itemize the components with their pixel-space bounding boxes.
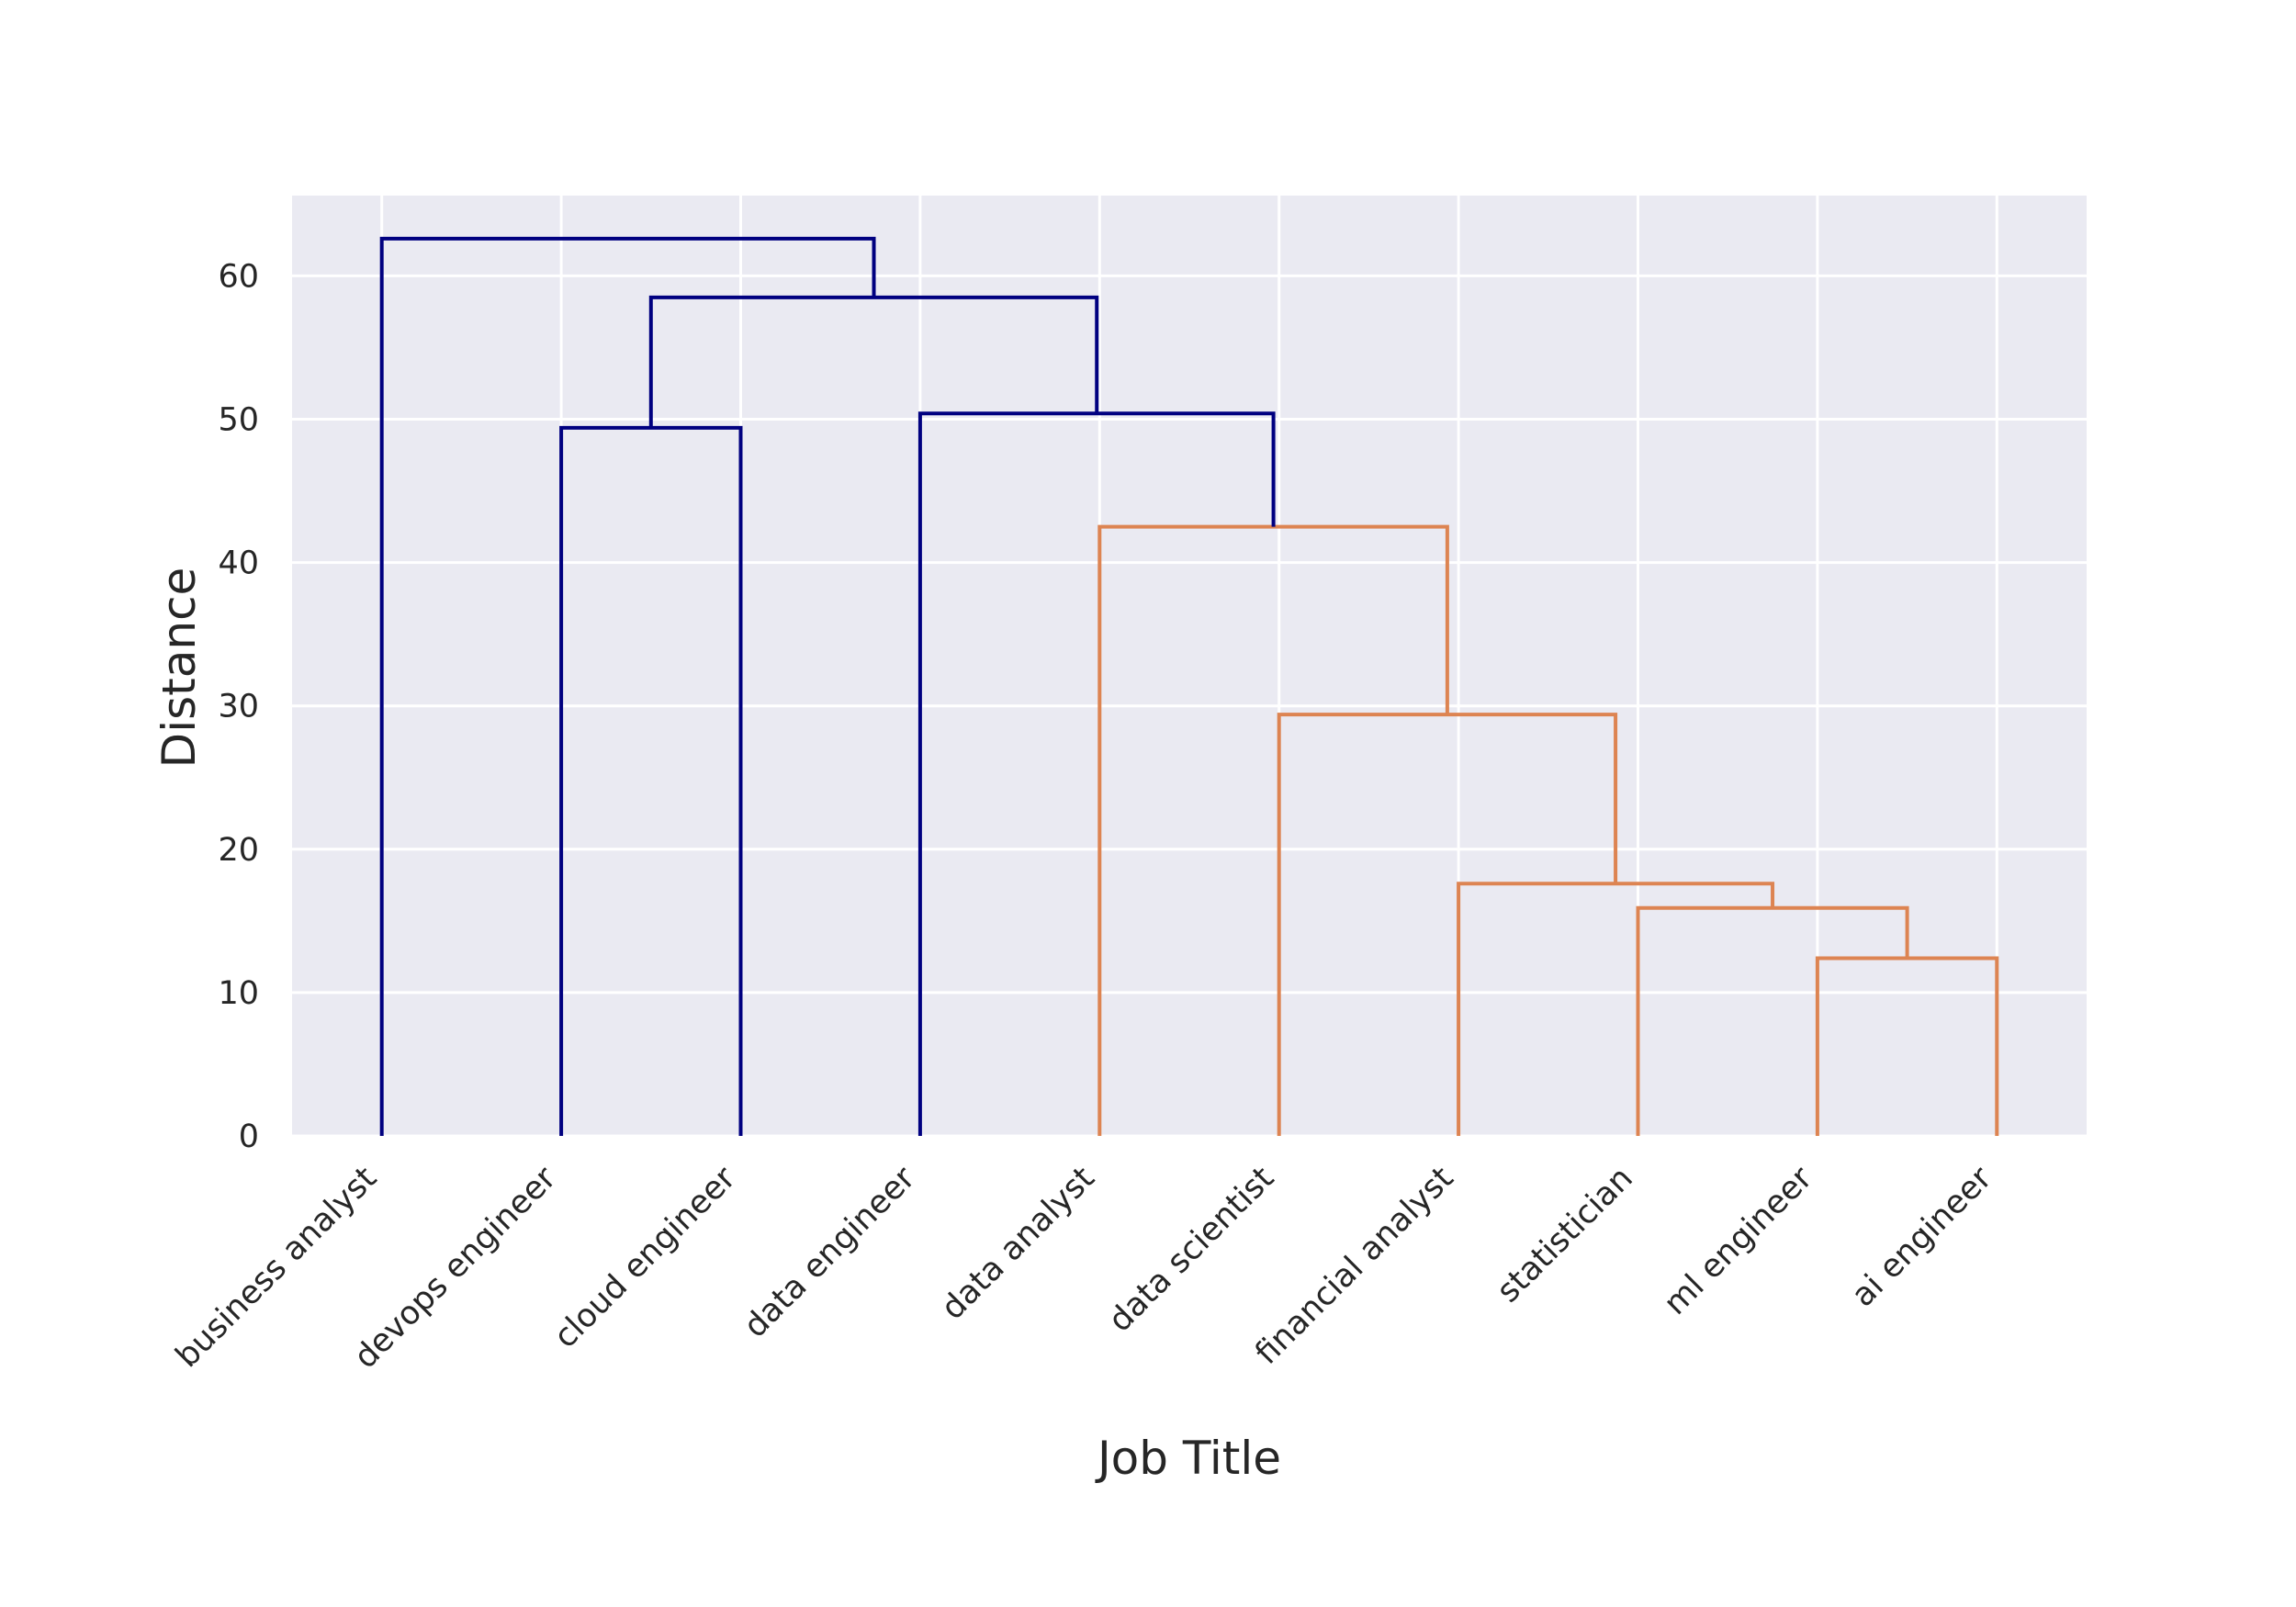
x-tick-label: business analyst xyxy=(169,1160,384,1375)
y-tick-label: 30 xyxy=(218,689,259,725)
y-tick-label: 20 xyxy=(218,832,259,869)
y-axis-title: Distance xyxy=(152,568,206,769)
x-tick-label: data engineer xyxy=(737,1160,923,1345)
y-tick-label: 50 xyxy=(218,402,259,439)
x-tick-label: ml engineer xyxy=(1657,1160,1819,1322)
dendrogram-links xyxy=(379,236,1999,1136)
x-tick-label: cloud engineer xyxy=(547,1160,743,1355)
y-tick-label: 10 xyxy=(218,975,259,1012)
x-tick-label: ai engineer xyxy=(1845,1160,1999,1314)
x-tick-label: statistician xyxy=(1490,1160,1639,1309)
y-tick-labels: 0 10 20 30 40 50 60 xyxy=(218,258,259,1155)
dendrogram-link-m2 xyxy=(1636,905,1909,1136)
plot-area xyxy=(292,196,2087,1136)
y-tick-label: 0 xyxy=(239,1118,259,1155)
x-axis-title: Job Title xyxy=(1095,1432,1281,1485)
x-tick-label: data analyst xyxy=(935,1160,1102,1327)
dendrogram-link-m9 xyxy=(379,236,876,1136)
x-tick-label: data scientist xyxy=(1102,1160,1281,1339)
dendrogram-link-m1 xyxy=(1815,956,1999,1136)
x-tick-label: devops engineer xyxy=(347,1160,564,1377)
y-tick-label: 40 xyxy=(218,545,259,582)
x-tick-label: financial analyst xyxy=(1249,1160,1461,1372)
y-tick-label: 60 xyxy=(218,258,259,295)
